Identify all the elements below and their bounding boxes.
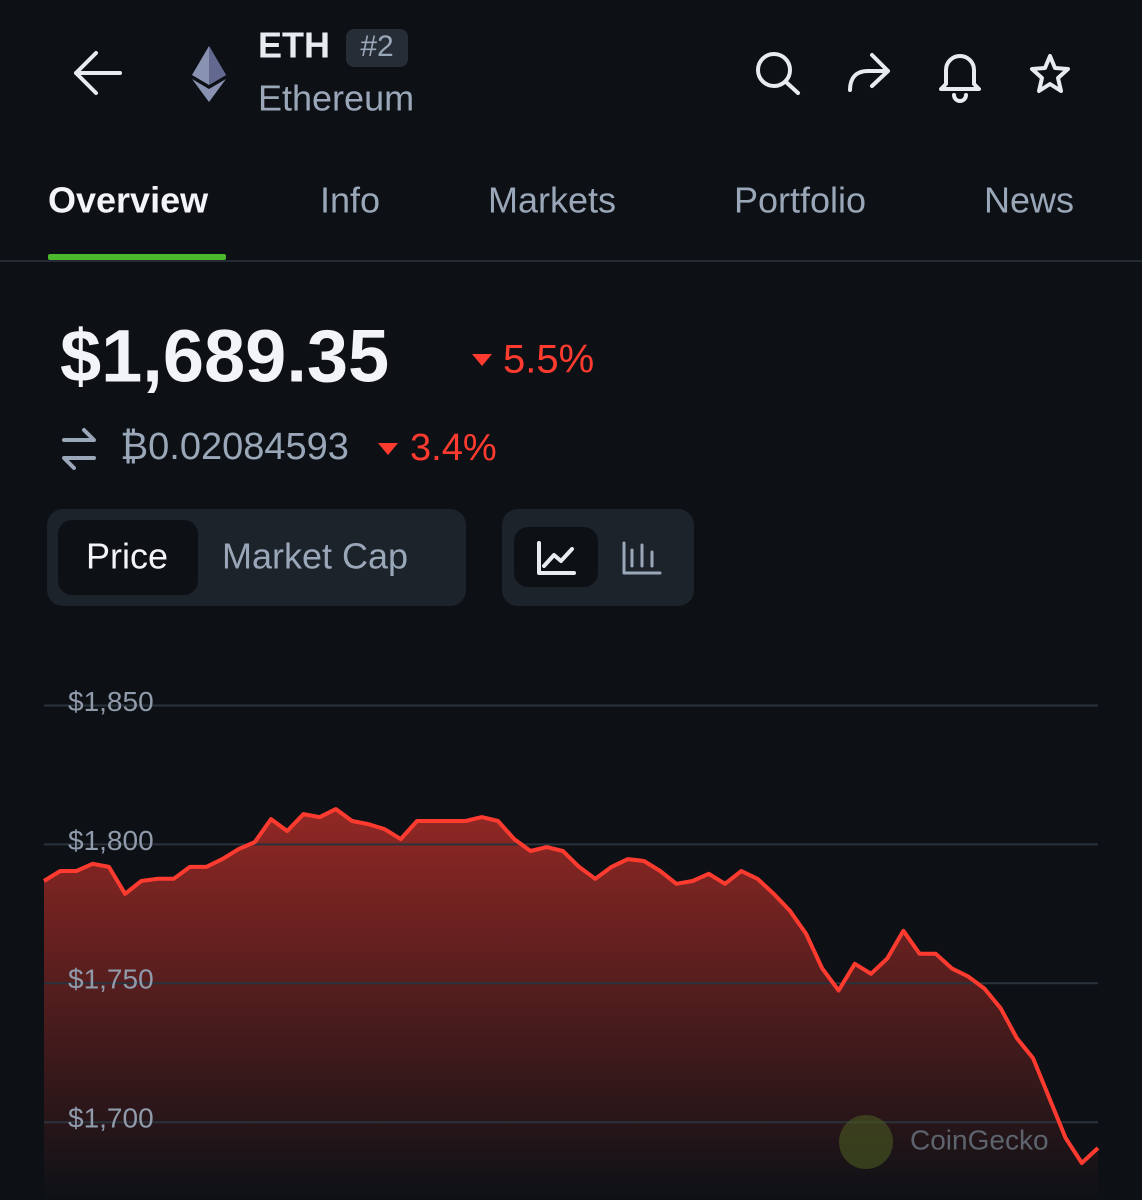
back-button[interactable] bbox=[74, 51, 122, 95]
tab-divider bbox=[0, 260, 1142, 262]
watermark: CoinGecko bbox=[910, 1124, 1049, 1155]
candle-chart-button[interactable] bbox=[622, 541, 662, 575]
active-tab-indicator bbox=[48, 254, 226, 260]
tab[interactable]: Markets bbox=[488, 180, 616, 221]
watchlist-button[interactable] bbox=[1030, 54, 1070, 93]
toggle-option[interactable]: Price bbox=[86, 536, 168, 577]
btc-change: 3.4% bbox=[410, 427, 497, 469]
tab[interactable]: Info bbox=[320, 180, 380, 221]
coin-symbol: ETH bbox=[258, 25, 330, 66]
share-button[interactable] bbox=[848, 53, 890, 92]
toggle-option[interactable]: Market Cap bbox=[222, 536, 408, 577]
watermark-logo bbox=[839, 1115, 893, 1169]
down-arrow bbox=[472, 354, 492, 366]
search-button[interactable] bbox=[756, 52, 800, 95]
y-tick-label: $1,750 bbox=[68, 964, 154, 995]
active-toggle bbox=[58, 520, 198, 595]
swap-icon[interactable] bbox=[62, 428, 96, 470]
coin-rank: #2 bbox=[360, 30, 393, 63]
eth-logo bbox=[192, 46, 226, 102]
price-chart: $1,700 $1,750 $1,800 $1,850 bbox=[42, 686, 1100, 1200]
usd-change: 5.5% bbox=[503, 338, 594, 382]
tab[interactable]: Portfolio bbox=[734, 180, 866, 221]
line-chart-button[interactable] bbox=[537, 541, 576, 575]
alert-button[interactable] bbox=[939, 54, 981, 103]
tab[interactable]: Overview bbox=[48, 180, 209, 221]
coin-name: Ethereum bbox=[258, 78, 414, 119]
tab[interactable]: News bbox=[984, 180, 1074, 221]
usd-price: $1,689.35 bbox=[60, 315, 389, 398]
price-line bbox=[42, 807, 1100, 1165]
y-tick-label: $1,800 bbox=[68, 825, 154, 856]
y-tick-label: $1,850 bbox=[68, 686, 154, 717]
y-tick-label: $1,700 bbox=[68, 1103, 154, 1134]
rank-badge bbox=[346, 29, 408, 67]
price-area bbox=[44, 809, 1098, 1200]
down-arrow bbox=[378, 443, 398, 455]
btc-price: ₿0.02084593 bbox=[120, 426, 349, 468]
